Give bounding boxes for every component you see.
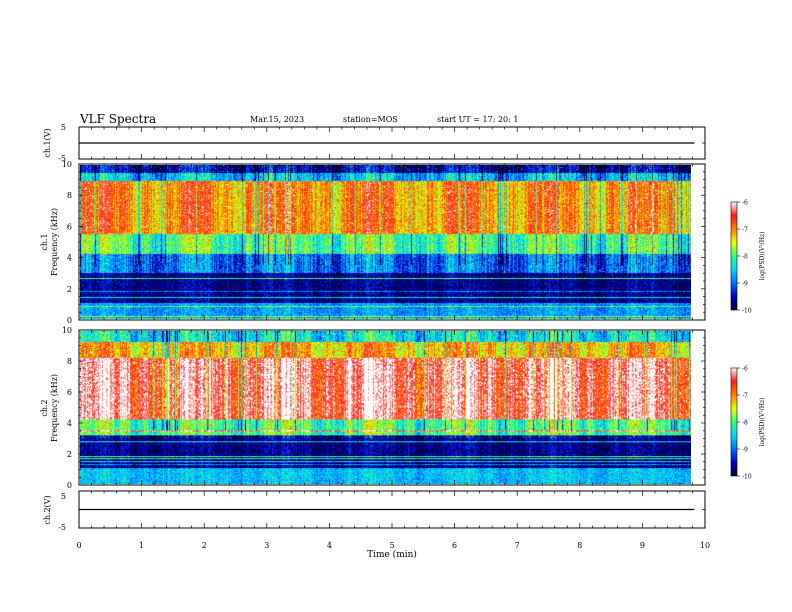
time-axis-label: Time (min) xyxy=(367,549,417,560)
y-tick-label: 0 xyxy=(67,481,72,490)
y-tick-label: 8 xyxy=(67,191,72,200)
colorbar-tick-label: -9 xyxy=(742,447,748,454)
ch1-waveform-ytick-top: 5 xyxy=(61,123,66,132)
colorbar-tick-label: -9 xyxy=(742,281,748,288)
colorbar-tick-label: -6 xyxy=(742,366,748,373)
ch2-spectrogram-image xyxy=(80,331,691,484)
x-tick-label: 1 xyxy=(139,541,144,550)
y-tick-label: 0 xyxy=(67,316,72,325)
colorbar-tick-label: -10 xyxy=(742,474,752,481)
ch2-colorbar-label: log(PSD)(V²/Hz) xyxy=(759,398,766,447)
x-tick-label: 9 xyxy=(640,541,645,550)
x-tick-label: 0 xyxy=(76,541,81,550)
y-tick-label: 10 xyxy=(62,160,72,169)
ch1-spectrogram-panel: 0 2 4 6 8 10 ch.1 Frequency (kHz) xyxy=(40,160,706,325)
y-tick-label: 8 xyxy=(67,357,72,366)
colorbar-tick-label: -10 xyxy=(742,308,752,315)
ch1-waveform-ylabel: ch.1(V) xyxy=(43,128,52,157)
x-tick-label: 3 xyxy=(264,541,269,550)
ch2-colorbar: -6 -7 -8 -9 -10 log(PSD)(V²/Hz) xyxy=(730,366,766,481)
x-tick-label: 10 xyxy=(700,541,710,550)
start-time-label: start UT = 17: 20: 1 xyxy=(437,115,518,124)
x-tick-label: 6 xyxy=(452,541,457,550)
ch2-colorbar-ticks: -6 -7 -8 -9 -10 xyxy=(737,366,752,481)
ch2-waveform-panel: 5 -5 ch.2(V) xyxy=(43,490,706,532)
ch2-spectrogram-channel-label: ch.2 xyxy=(40,399,49,416)
y-tick-label: 10 xyxy=(62,326,72,335)
ch2-spectrogram-panel: 0 2 4 6 8 10 ch.2 Frequency (kHz) xyxy=(40,326,706,490)
x-tick-label: 5 xyxy=(389,541,394,550)
ch1-spectrogram-ytick-labels: 0 2 4 6 8 10 xyxy=(62,160,72,325)
ch1-spectrogram-ticks xyxy=(78,163,706,321)
date-label: Mar.15, 2023 xyxy=(250,115,304,124)
ch2-colorbar-ramp xyxy=(730,367,738,477)
colorbar-tick-label: -7 xyxy=(742,393,748,400)
x-tick-label: 2 xyxy=(202,541,207,550)
y-tick-label: 2 xyxy=(67,450,72,459)
colorbar-tick-label: -7 xyxy=(742,227,748,234)
ch1-waveform-ytick-bottom: -5 xyxy=(58,154,66,163)
station-label: station=MOS xyxy=(343,115,398,124)
ch1-colorbar-ramp xyxy=(730,201,738,311)
ch1-colorbar: -6 -7 -8 -9 -10 log(PSD)(V²/Hz) xyxy=(730,200,766,315)
y-tick-label: 4 xyxy=(67,419,72,428)
colorbar-tick-label: -8 xyxy=(742,420,748,427)
y-tick-label: 6 xyxy=(67,388,72,397)
ch1-waveform-panel: 5 -5 ch.1(V) xyxy=(43,123,706,163)
ch1-waveform-ticks xyxy=(78,126,706,160)
y-tick-label: 6 xyxy=(67,222,72,231)
ch1-spectrogram-ylabel: Frequency (kHz) xyxy=(50,208,59,276)
y-tick-label: 2 xyxy=(67,285,72,294)
ch2-waveform-ylabel: ch.2(V) xyxy=(43,495,52,524)
ch1-spectrogram-channel-label: ch.1 xyxy=(40,233,49,250)
ch2-waveform-ytick-top: 5 xyxy=(61,492,66,501)
ch1-colorbar-ticks: -6 -7 -8 -9 -10 xyxy=(737,200,752,315)
colorbar-tick-label: -8 xyxy=(742,254,748,261)
ch2-waveform-ytick-bottom: -5 xyxy=(58,523,66,532)
ch2-spectrogram-ticks xyxy=(78,329,706,486)
ch2-spectrogram-ytick-labels: 0 2 4 6 8 10 xyxy=(62,326,72,490)
ch2-spectrogram-ylabel: Frequency (kHz) xyxy=(50,374,59,442)
x-tick-label: 4 xyxy=(327,541,332,550)
x-tick-label: 8 xyxy=(577,541,582,550)
ch1-spectrogram-image xyxy=(80,165,691,319)
figure-title: VLF Spectra xyxy=(79,112,156,126)
colorbar-tick-label: -6 xyxy=(742,200,748,207)
time-axis-tick-labels: 0 1 2 3 4 5 6 7 8 9 10 xyxy=(76,541,710,550)
ch1-colorbar-label: log(PSD)(V²/Hz) xyxy=(759,232,766,281)
y-tick-label: 4 xyxy=(67,254,72,263)
x-tick-label: 7 xyxy=(515,541,520,550)
